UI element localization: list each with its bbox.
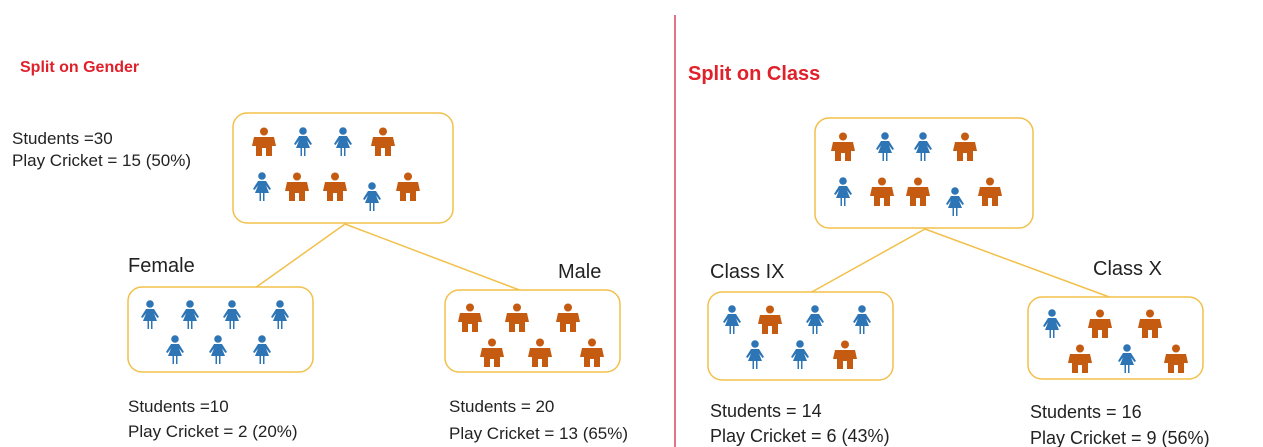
node-box: [814, 117, 1034, 229]
node-box: [707, 291, 894, 381]
connector: [344, 223, 523, 292]
node-cricket: Play Cricket = 15 (50%): [12, 151, 191, 170]
node-students: Students =10: [128, 397, 229, 416]
connector: [254, 223, 346, 289]
node-students: Students = 20: [449, 397, 554, 416]
connector: [809, 228, 926, 294]
node-cricket: Play Cricket = 2 (20%): [128, 422, 298, 441]
branch-label: Class X: [1093, 258, 1162, 280]
node-students: Students = 16: [1030, 402, 1142, 422]
node-cricket: Play Cricket = 6 (43%): [710, 426, 890, 446]
node-cricket: Play Cricket = 13 (65%): [449, 424, 628, 443]
node-students: Students = 14: [710, 401, 822, 421]
branch-label: Class IX: [710, 261, 784, 283]
connector: [924, 228, 1113, 299]
branch-label: Female: [128, 255, 195, 277]
node-box: [232, 112, 454, 224]
branch-label: Male: [558, 261, 601, 283]
panel-title: Split on Gender: [20, 59, 139, 76]
node-cricket: Play Cricket = 9 (56%): [1030, 428, 1210, 447]
panel-title: Split on Class: [688, 63, 820, 85]
node-students: Students =30: [12, 129, 113, 148]
